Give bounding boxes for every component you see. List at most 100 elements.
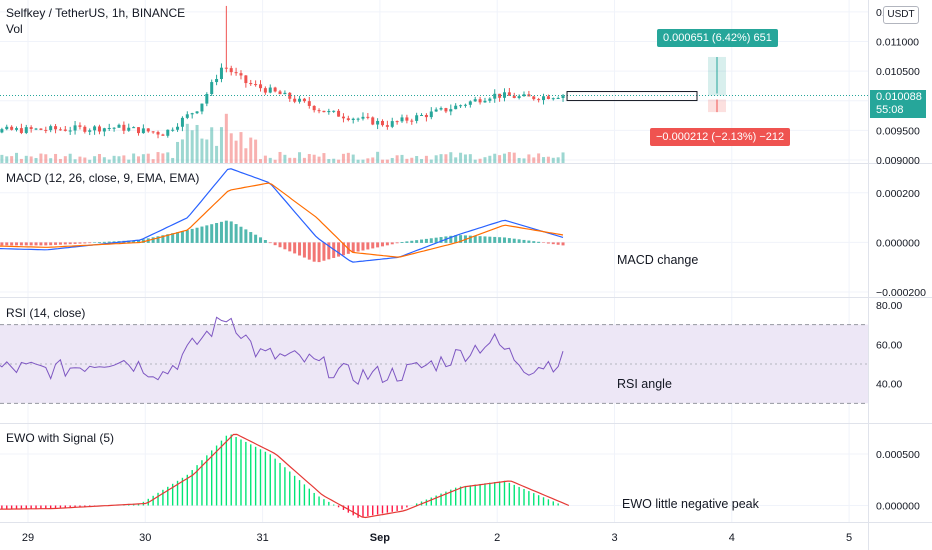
volume-bar: [224, 113, 228, 163]
volume-bar: [122, 155, 126, 163]
candle-body: [273, 87, 277, 92]
macd-histogram-bar: [54, 242, 58, 245]
volume-bar: [112, 155, 116, 163]
rsi-tick-label: 60.00: [876, 339, 902, 351]
candle-body: [54, 126, 58, 130]
candle-body: [341, 116, 345, 119]
macd-histogram-bar: [376, 242, 380, 248]
rsi-tick-label: 40.00: [876, 379, 902, 391]
macd-histogram-bar: [420, 239, 424, 243]
volume-bar: [434, 155, 438, 163]
candle-body: [224, 67, 228, 69]
macd-histogram-bar: [322, 242, 326, 261]
candle-body: [219, 67, 223, 80]
volume-bar: [468, 154, 472, 163]
symbol-title[interactable]: Selfkey / TetherUS, 1h, BINANCE: [6, 6, 186, 20]
macd-histogram-bar: [454, 235, 458, 243]
time-axis-label: 31: [256, 532, 268, 544]
candle-body: [556, 98, 560, 100]
candle-body: [195, 111, 199, 114]
macd-histogram-bar: [39, 242, 43, 246]
macd-histogram-bar: [219, 221, 223, 243]
time-axis-label: 3: [611, 532, 617, 544]
candle-body: [395, 121, 399, 123]
candle-body: [68, 130, 72, 132]
volume-bar: [254, 139, 258, 163]
candle-body: [161, 134, 165, 136]
macd-histogram-bar: [93, 242, 97, 243]
volume-bar: [166, 152, 170, 163]
volume-bar: [498, 155, 502, 163]
candle-body: [332, 110, 336, 112]
candle-body: [390, 121, 394, 127]
volume-title[interactable]: Vol: [6, 22, 23, 36]
candle-body: [420, 114, 424, 116]
candle-body: [293, 98, 297, 102]
volume-bar: [317, 156, 321, 163]
ewo-tick-label: 0.000000: [876, 501, 920, 513]
macd-histogram-bar: [258, 237, 263, 243]
macd-histogram-bar: [268, 242, 272, 244]
volume-bar: [298, 152, 302, 163]
candle-body: [434, 109, 438, 112]
macd-histogram-bar: [273, 242, 277, 246]
ewo-annotation: EWO little negative peak: [622, 497, 759, 511]
macd-title[interactable]: MACD (12, 26, close, 9, EMA, EMA): [6, 171, 200, 185]
macd-histogram-bar: [385, 242, 389, 246]
volume-bar: [15, 152, 19, 163]
last-price-tag: 0.010088 55:08: [870, 90, 926, 118]
volume-bar: [551, 157, 555, 163]
volume-bar: [366, 158, 370, 163]
volume-bar: [141, 154, 145, 163]
macd-histogram-bar: [473, 235, 477, 243]
macd-histogram-bar: [151, 237, 155, 243]
candle-body: [312, 105, 316, 111]
macd-histogram-bar: [112, 241, 116, 243]
candle-body: [73, 125, 77, 131]
macd-histogram-bar: [395, 242, 399, 244]
candle-body: [166, 129, 170, 136]
candle-body: [102, 128, 106, 132]
volume-bar: [239, 132, 243, 163]
volume-bar: [156, 152, 160, 163]
macd-histogram-bar: [459, 235, 463, 243]
macd-histogram-bar: [161, 235, 165, 243]
price-tick-label: 0.010500: [876, 66, 920, 78]
volume-bar: [463, 154, 467, 163]
ewo-signal-line: [0, 433, 570, 519]
macd-histogram-bar: [307, 242, 311, 260]
candle-body: [415, 115, 419, 121]
macd-histogram-bar: [498, 237, 502, 243]
candle-body: [512, 95, 516, 99]
ewo-title[interactable]: EWO with Signal (5): [6, 431, 115, 445]
volume-bar: [542, 157, 546, 163]
currency-button[interactable]: USDT: [883, 6, 919, 24]
volume-bar: [215, 145, 219, 163]
volume-bar: [454, 157, 458, 163]
volume-bar: [371, 157, 375, 163]
volume-bar: [244, 148, 248, 163]
candle-body: [268, 87, 272, 93]
candle-body: [171, 129, 175, 131]
candle-body: [322, 110, 326, 113]
time-axis-label: 2: [494, 532, 500, 544]
rsi-title[interactable]: RSI (14, close): [6, 306, 86, 320]
macd-histogram-bar: [200, 226, 204, 243]
macd-histogram-bar: [78, 242, 82, 244]
macd-histogram-bar: [483, 236, 487, 243]
volume-bar: [34, 158, 38, 163]
candle-body: [29, 127, 33, 130]
candle-body: [254, 84, 258, 86]
macd-histogram-bar: [249, 232, 253, 243]
time-axis-label: 4: [729, 532, 735, 544]
macd-histogram-bar: [380, 242, 384, 247]
candle-body: [112, 127, 116, 129]
macd-histogram-bar: [19, 242, 23, 246]
candle-body: [249, 83, 253, 85]
volume-bar: [502, 153, 506, 163]
macd-histogram-bar: [176, 232, 180, 243]
macd-histogram-bar: [210, 224, 214, 243]
volume-bar: [380, 159, 384, 163]
candle-body: [156, 132, 160, 135]
